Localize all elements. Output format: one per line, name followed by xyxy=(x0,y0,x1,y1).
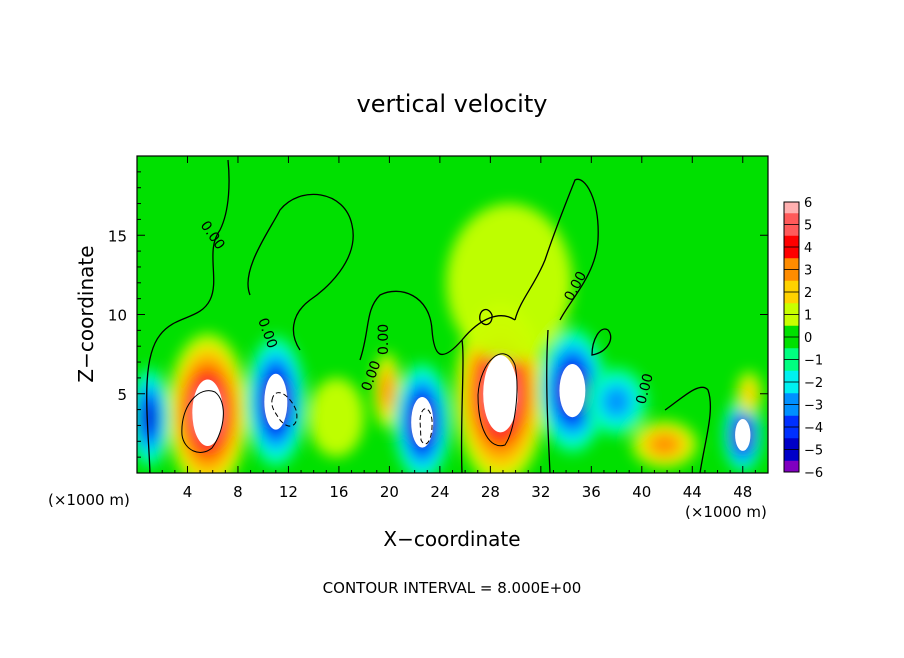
y-tick-label: 10 xyxy=(108,307,127,325)
velocity-cell xyxy=(308,377,365,458)
y-tick-label: 5 xyxy=(117,386,127,404)
velocity-core xyxy=(559,363,586,418)
contour-label: 0.00 xyxy=(376,324,392,355)
colorbar: 6 5 4 3 2 1 0 −1 −2 −3 −4 −5 −6 xyxy=(783,196,823,481)
contour-line xyxy=(477,353,518,447)
colorbar-label: 0 xyxy=(804,331,812,346)
contour-line xyxy=(271,392,298,427)
colorbar-swatch xyxy=(784,213,799,225)
velocity-cell xyxy=(602,386,631,418)
x-tick-label: 44 xyxy=(683,483,702,501)
zero-contours xyxy=(146,159,711,473)
colorbar-swatch xyxy=(784,370,799,383)
x-axis-unit-right: (×1000 m) xyxy=(685,503,767,521)
colorbar-swatch xyxy=(784,292,799,304)
colorbar-swatch xyxy=(784,438,799,450)
x-tick-label: 8 xyxy=(233,483,243,501)
x-axis-unit-left: (×1000 m) xyxy=(48,491,130,509)
colorbar-label: 3 xyxy=(804,264,812,279)
colorbar-label: 2 xyxy=(804,286,812,301)
velocity-cores xyxy=(192,355,751,451)
colorbar-swatch xyxy=(784,359,799,372)
x-tick-label: 32 xyxy=(531,483,550,501)
velocity-cell xyxy=(143,403,156,433)
x-tick-label: 36 xyxy=(582,483,601,501)
contour-line xyxy=(664,386,711,473)
colorbar-swatch xyxy=(784,202,799,214)
contour-line xyxy=(359,290,516,361)
contour-line xyxy=(546,329,551,473)
colorbar-swatch xyxy=(784,337,799,349)
velocity-core xyxy=(411,396,434,448)
colorbar-label: −5 xyxy=(804,444,823,459)
colorbar-swatch xyxy=(784,258,799,270)
contour-line xyxy=(181,390,224,453)
colorbar-swatch xyxy=(784,325,799,338)
contour-line xyxy=(479,308,493,326)
x-tick-label: 16 xyxy=(329,483,348,501)
colorbar-label: 4 xyxy=(804,241,812,256)
colorbar-swatch xyxy=(784,427,799,439)
y-axis-label: Z−coordinate xyxy=(74,245,98,382)
contour-line xyxy=(514,178,599,321)
colorbar-label: −1 xyxy=(804,354,823,369)
x-tick-label: 12 xyxy=(279,483,298,501)
chart-title: vertical velocity xyxy=(357,90,548,118)
contour-label: 0.00 xyxy=(633,372,657,406)
x-tick-label: 28 xyxy=(481,483,500,501)
core-contours xyxy=(181,353,518,453)
colorbar-label: 1 xyxy=(804,309,812,324)
colorbar-swatch xyxy=(784,404,799,417)
colorbar-swatch xyxy=(784,247,799,259)
x-tick-label: 4 xyxy=(183,483,193,501)
x-axis: 4 8 12 16 20 24 28 32 36 40 44 48 xyxy=(149,156,756,501)
velocity-core xyxy=(483,355,518,433)
colorbar-swatch xyxy=(784,393,799,405)
contour-line xyxy=(419,408,433,445)
colorbar-swatch xyxy=(784,348,799,360)
velocity-cell xyxy=(446,203,573,363)
velocity-cell xyxy=(649,433,680,456)
colorbar-swatch xyxy=(784,314,799,327)
x-tick-label: 40 xyxy=(632,483,651,501)
contour-interval-note: CONTOUR INTERVAL = 8.000E+00 xyxy=(323,579,582,597)
colorbar-label: 5 xyxy=(804,219,812,234)
contour-line xyxy=(591,328,612,356)
velocity-cell xyxy=(380,373,394,408)
colorbar-label: −6 xyxy=(804,466,823,481)
colorbar-label: −2 xyxy=(804,376,823,391)
colorbar-swatch xyxy=(784,382,799,394)
velocity-core xyxy=(735,418,751,451)
contour-line xyxy=(146,159,230,473)
colorbar-swatch xyxy=(784,280,799,293)
colorbar-swatch xyxy=(784,269,799,282)
velocity-cell xyxy=(741,380,757,408)
contour-line xyxy=(460,339,464,473)
velocity-core xyxy=(192,379,224,447)
colorbar-swatch xyxy=(784,449,799,462)
velocity-core xyxy=(264,373,288,430)
colorbar-label: −4 xyxy=(804,421,823,436)
colorbar-swatch xyxy=(784,415,799,428)
y-tick-label: 15 xyxy=(108,227,127,245)
colorbar-swatch xyxy=(784,235,799,248)
colorbar-label: −3 xyxy=(804,399,823,414)
colorbar-label: 6 xyxy=(804,196,812,211)
x-tick-label: 48 xyxy=(733,483,752,501)
colorbar-swatch xyxy=(784,224,799,237)
x-axis-label: X−coordinate xyxy=(383,527,520,551)
y-axis: 5 10 15 xyxy=(108,171,768,458)
contour-line xyxy=(247,193,354,351)
colorbar-swatch xyxy=(784,303,799,315)
x-tick-label: 24 xyxy=(430,483,449,501)
x-tick-label: 20 xyxy=(380,483,399,501)
colorbar-swatch xyxy=(784,460,799,473)
